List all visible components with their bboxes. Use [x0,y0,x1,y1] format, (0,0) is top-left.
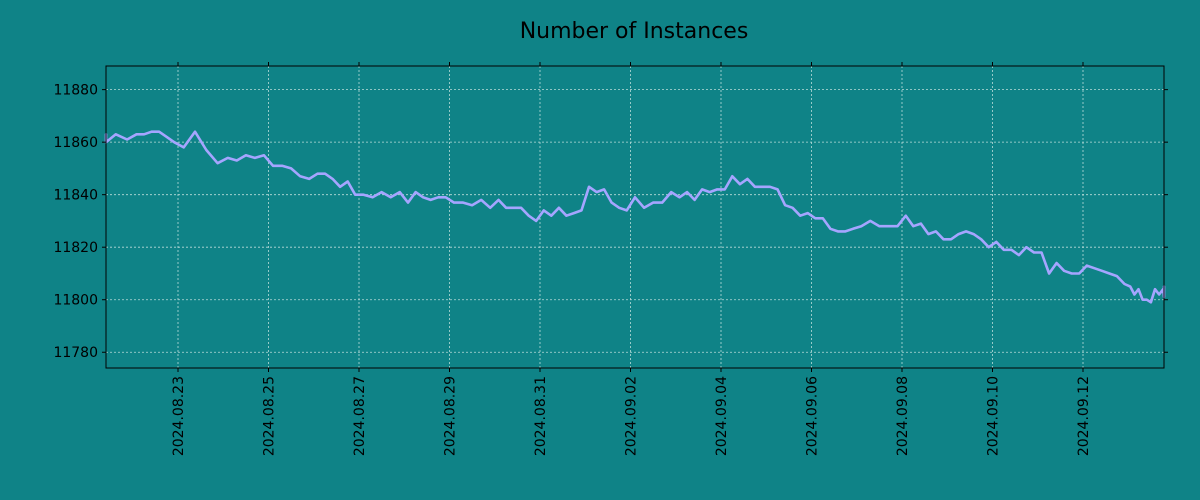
x-tick-label: 2024.08.25 [262,376,278,456]
x-tick-label: 2024.09.04 [714,376,730,456]
series-line [104,130,1166,304]
grid-lines [106,66,1164,368]
y-axis: 11780 11800 11820 11840 11860 11880 [53,83,1168,361]
x-tick-label: 2024.08.31 [533,376,549,456]
x-tick-label: 2024.09.06 [805,376,821,456]
x-tick-label: 2024.09.02 [624,376,640,456]
x-tick-label: 2024.09.12 [1076,376,1092,456]
y-tick-label: 11800 [53,293,98,309]
y-tick-label: 11840 [53,188,98,204]
x-tick-label: 2024.09.08 [895,376,911,456]
chart-title: Number of Instances [520,19,749,44]
series-layer [104,130,1166,304]
x-tick-label: 2024.09.10 [986,376,1002,456]
x-axis: 2024.08.23 2024.08.25 2024.08.27 2024.08.29… [171,62,1092,456]
x-tick-label: 2024.08.27 [352,376,368,456]
y-tick-label: 11880 [53,83,98,99]
y-tick-label: 11780 [53,345,98,361]
x-tick-label: 2024.08.23 [171,376,187,456]
plot-frame [105,65,1165,369]
x-tick-label: 2024.08.29 [443,376,459,456]
y-tick-label: 11820 [53,240,98,256]
y-tick-label: 11860 [53,135,98,151]
